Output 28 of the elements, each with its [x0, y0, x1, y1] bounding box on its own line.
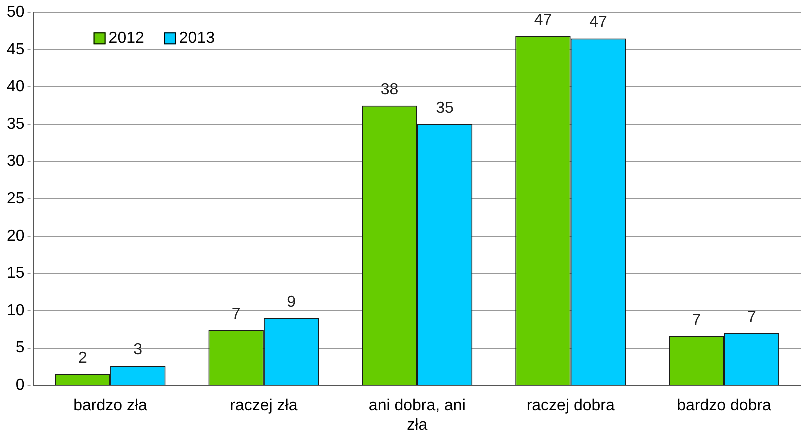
y-tick-label: 30 — [7, 153, 25, 170]
data-label: 7 — [232, 306, 241, 323]
x-tick-label: bardzo dobra — [677, 398, 772, 415]
y-tick-label: 35 — [7, 116, 25, 133]
data-label: 7 — [692, 312, 702, 329]
y-tick-label: 15 — [7, 265, 25, 282]
y-tick-label: 45 — [7, 41, 25, 58]
data-label: 35 — [436, 100, 454, 117]
x-tick-label: raczej zła — [230, 398, 298, 415]
data-label: 38 — [380, 81, 399, 98]
y-tick-label: 25 — [7, 190, 25, 208]
y-tick-label: 20 — [7, 228, 25, 245]
legend-label: 2012 — [108, 30, 144, 48]
data-label: 9 — [287, 294, 296, 311]
x-tick-label: raczej dobra — [526, 398, 615, 415]
legend-label: 2013 — [179, 30, 216, 48]
y-tick-label: 10 — [7, 302, 25, 320]
data-label: 47 — [590, 14, 608, 32]
y-tick-label: 5 — [16, 340, 25, 357]
data-label: 3 — [134, 342, 143, 359]
y-tick-label: 50 — [7, 4, 25, 22]
y-tick-label: 0 — [16, 377, 25, 394]
data-label: 7 — [747, 308, 756, 326]
data-label: 2 — [78, 350, 88, 367]
data-label: 47 — [534, 12, 552, 29]
x-tick-label: bardzo zła — [74, 398, 148, 415]
y-tick-label: 40 — [7, 78, 25, 96]
x-tick-label: ani dobra, ani zła — [368, 398, 466, 434]
